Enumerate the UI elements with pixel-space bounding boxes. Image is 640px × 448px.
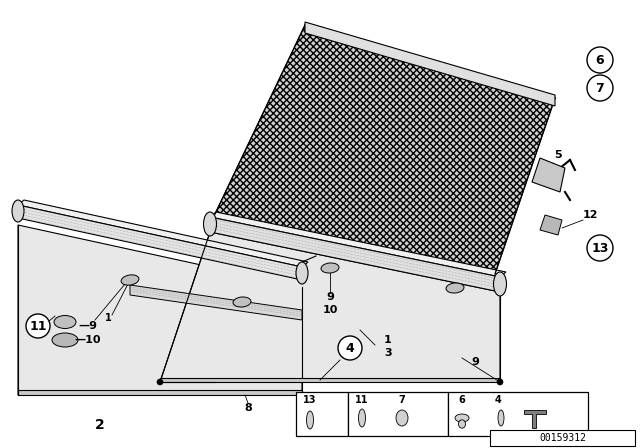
Text: —10: —10 [75, 335, 101, 345]
Polygon shape [210, 217, 500, 292]
Text: 7: 7 [399, 395, 405, 405]
Ellipse shape [396, 410, 408, 426]
Polygon shape [18, 390, 302, 395]
Polygon shape [160, 378, 500, 382]
Ellipse shape [296, 262, 308, 284]
Text: 5: 5 [554, 150, 562, 160]
Ellipse shape [446, 283, 464, 293]
Ellipse shape [12, 200, 24, 222]
Bar [348, 392, 448, 436]
Ellipse shape [52, 333, 78, 347]
Ellipse shape [458, 420, 465, 428]
Polygon shape [210, 212, 506, 277]
Polygon shape [18, 225, 302, 395]
Polygon shape [18, 200, 308, 267]
Text: 11: 11 [355, 395, 369, 405]
Ellipse shape [498, 410, 504, 426]
Text: 9: 9 [471, 357, 479, 367]
Ellipse shape [121, 275, 139, 285]
Polygon shape [160, 232, 500, 382]
Bar [490, 430, 635, 446]
Polygon shape [305, 22, 555, 106]
Polygon shape [18, 205, 302, 280]
Text: 1: 1 [104, 313, 111, 323]
Text: 8: 8 [244, 403, 252, 413]
Text: 3: 3 [384, 348, 392, 358]
Circle shape [26, 314, 50, 338]
Ellipse shape [54, 315, 76, 328]
Circle shape [338, 336, 362, 360]
Text: 2: 2 [95, 418, 105, 432]
Text: 13: 13 [591, 241, 609, 254]
Text: 7: 7 [596, 82, 604, 95]
Ellipse shape [233, 297, 251, 307]
Ellipse shape [307, 411, 314, 429]
Text: 1: 1 [384, 335, 392, 345]
Circle shape [587, 75, 613, 101]
Circle shape [587, 47, 613, 73]
Text: 11: 11 [29, 319, 47, 332]
Text: 13: 13 [303, 395, 317, 405]
Text: 9: 9 [326, 292, 334, 302]
Text: 00159312: 00159312 [540, 433, 586, 443]
Polygon shape [524, 410, 546, 428]
Bar [296, 392, 348, 436]
Text: 4: 4 [346, 341, 355, 354]
Ellipse shape [455, 414, 469, 422]
Ellipse shape [321, 263, 339, 273]
Text: 6: 6 [459, 395, 465, 405]
Polygon shape [540, 215, 562, 235]
Text: 12: 12 [582, 210, 598, 220]
Text: —9: —9 [79, 321, 97, 331]
Circle shape [497, 379, 503, 385]
Text: 6: 6 [596, 53, 604, 66]
Circle shape [587, 235, 613, 261]
Polygon shape [130, 285, 302, 320]
Bar [448, 392, 588, 436]
Ellipse shape [204, 212, 216, 236]
Circle shape [157, 379, 163, 385]
Text: 4: 4 [495, 395, 501, 405]
Ellipse shape [493, 272, 506, 296]
Text: 10: 10 [323, 305, 338, 315]
Ellipse shape [358, 409, 365, 427]
Polygon shape [215, 25, 555, 274]
Polygon shape [532, 158, 565, 192]
